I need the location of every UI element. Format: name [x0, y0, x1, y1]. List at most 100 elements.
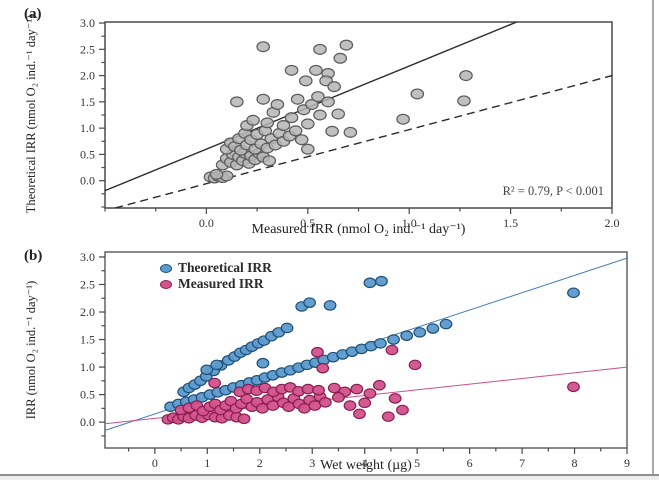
- tick-label: 9: [624, 456, 630, 470]
- tick-label: 1: [204, 456, 210, 470]
- legend-item-measured-irr: Measured IRR: [160, 276, 272, 292]
- data-point: [309, 64, 323, 76]
- tick-label: 8: [572, 456, 578, 470]
- data-point: [270, 98, 285, 110]
- tick-label: 1.0: [402, 216, 417, 230]
- panel-b: 0 1 2 3 4 5 6 7 8 9 0.0 0.5 1.0 1.5 2.0 2.5 3.0 (b) IRR …: [0, 240, 659, 475]
- data-point: [318, 397, 332, 408]
- tick-label: 2: [257, 456, 263, 470]
- data-point: [256, 41, 270, 53]
- data-point: [305, 98, 319, 110]
- data-point: [276, 120, 291, 132]
- data-point: [327, 382, 341, 394]
- tick-label: 0.5: [80, 147, 95, 161]
- data-point: [385, 344, 399, 356]
- legend: Theoretical IRR Measured IRR: [160, 260, 272, 292]
- data-point: [256, 93, 270, 105]
- data-point: [300, 118, 315, 130]
- data-point: [457, 95, 471, 107]
- measured-irr-marker-icon: [160, 279, 172, 289]
- data-point: [363, 277, 377, 289]
- tick-label: 0.5: [80, 388, 95, 402]
- data-point: [381, 411, 395, 422]
- data-point: [260, 117, 275, 129]
- data-point: [353, 408, 366, 420]
- data-point: [294, 134, 309, 146]
- panel-a-y-axis-label: Theoretical IRR (nmol O₂ ind.⁻¹ day⁻¹): [24, 14, 38, 214]
- data-point: [284, 112, 299, 124]
- tick-label: 7: [519, 456, 525, 470]
- tick-label: 2.0: [80, 305, 95, 319]
- data-point: [284, 64, 299, 76]
- data-point: [210, 359, 224, 371]
- data-point: [311, 346, 324, 358]
- data-point: [363, 388, 377, 399]
- r-squared-annotation: R² = 0.79, P < 0.001: [502, 184, 604, 198]
- panel-b-label: (b): [24, 248, 43, 264]
- data-point: [388, 393, 402, 404]
- tick-label: 3.0: [80, 16, 95, 30]
- tick-label: 5: [414, 456, 420, 470]
- data-point: [400, 330, 414, 341]
- data-point: [339, 39, 354, 51]
- panel-a: 0.0 0.5 1.0 1.5 2.0 0.0 0.5 1.0 1.5 2.0 2.5 3.0 (a)…: [24, 6, 620, 237]
- tick-label: 2.0: [80, 69, 95, 83]
- data-point: [280, 322, 294, 334]
- data-point: [262, 155, 277, 167]
- tick-label: 1.5: [80, 333, 95, 347]
- data-point: [298, 75, 313, 87]
- data-point: [290, 93, 305, 105]
- data-point: [303, 297, 317, 308]
- legend-label-measured-irr: Measured IRR: [178, 276, 264, 291]
- data-point: [237, 413, 251, 425]
- right-edge-line: [652, 0, 654, 474]
- data-point: [459, 70, 473, 82]
- data-point: [343, 126, 358, 138]
- data-point: [256, 357, 270, 369]
- panel-a-plot: 0.0 0.5 1.0 1.5 2.0 0.0 0.5 1.0 1.5 2.0 2.5 3.0: [80, 16, 620, 230]
- data-point: [332, 392, 345, 403]
- panel-b-x-axis-label: Wet weight (µg): [320, 458, 412, 473]
- identity-line: [114, 74, 612, 208]
- bottom-divider: [0, 474, 659, 480]
- data-point: [311, 91, 325, 103]
- tick-label: 1.0: [80, 360, 95, 374]
- data-point: [372, 379, 386, 391]
- plot-frame: [104, 21, 613, 209]
- data-point: [266, 400, 280, 411]
- data-point: [567, 287, 580, 299]
- data-point: [325, 125, 339, 137]
- data-point: [316, 362, 330, 374]
- data-point: [327, 81, 341, 93]
- data-point: [375, 275, 388, 287]
- panel-b-plot: 0 1 2 3 4 5 6 7 8 9 0.0 0.5 1.0 1.5 2.0 2.5 3.0: [80, 250, 630, 470]
- tick-label: 1.5: [503, 216, 518, 230]
- data-point: [288, 125, 303, 137]
- tick-label: 6: [467, 456, 473, 470]
- data-point: [313, 109, 327, 121]
- data-point: [350, 383, 364, 395]
- tick-label: 0: [152, 456, 158, 470]
- tick-label: 1.5: [80, 95, 95, 109]
- data-point: [209, 168, 224, 180]
- tick-label: 4: [362, 456, 368, 470]
- data-point: [408, 359, 422, 371]
- tick-label: 0.0: [80, 415, 95, 429]
- data-point: [312, 384, 325, 396]
- data-point: [331, 108, 346, 120]
- data-point: [396, 404, 409, 416]
- tick-label: 3.0: [80, 250, 95, 264]
- data-point: [410, 88, 425, 100]
- data-point: [300, 143, 315, 155]
- data-point: [426, 323, 440, 334]
- data-point: [439, 318, 453, 330]
- data-point: [313, 43, 327, 55]
- panel-b-y-axis-label: IRR (nmol O₂ ind.⁻¹ day⁻¹): [24, 280, 38, 420]
- tick-label: 0.0: [80, 174, 95, 188]
- tick-label: 2.5: [80, 277, 95, 291]
- data-point: [200, 364, 214, 376]
- tick-label: 2.0: [605, 216, 620, 230]
- data-point: [208, 377, 222, 389]
- data-point: [321, 96, 335, 108]
